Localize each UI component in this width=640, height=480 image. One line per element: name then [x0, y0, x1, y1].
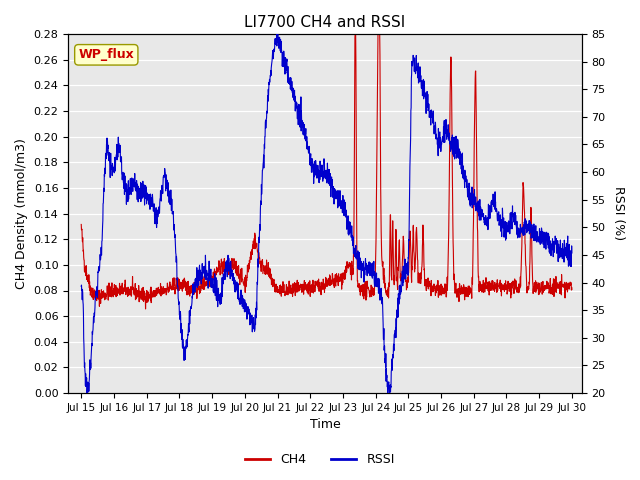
Y-axis label: CH4 Density (mmol/m3): CH4 Density (mmol/m3) [15, 138, 28, 289]
Text: WP_flux: WP_flux [79, 48, 134, 61]
X-axis label: Time: Time [310, 419, 340, 432]
Y-axis label: RSSI (%): RSSI (%) [612, 186, 625, 240]
Legend: CH4, RSSI: CH4, RSSI [240, 448, 400, 471]
Title: LI7700 CH4 and RSSI: LI7700 CH4 and RSSI [244, 15, 406, 30]
